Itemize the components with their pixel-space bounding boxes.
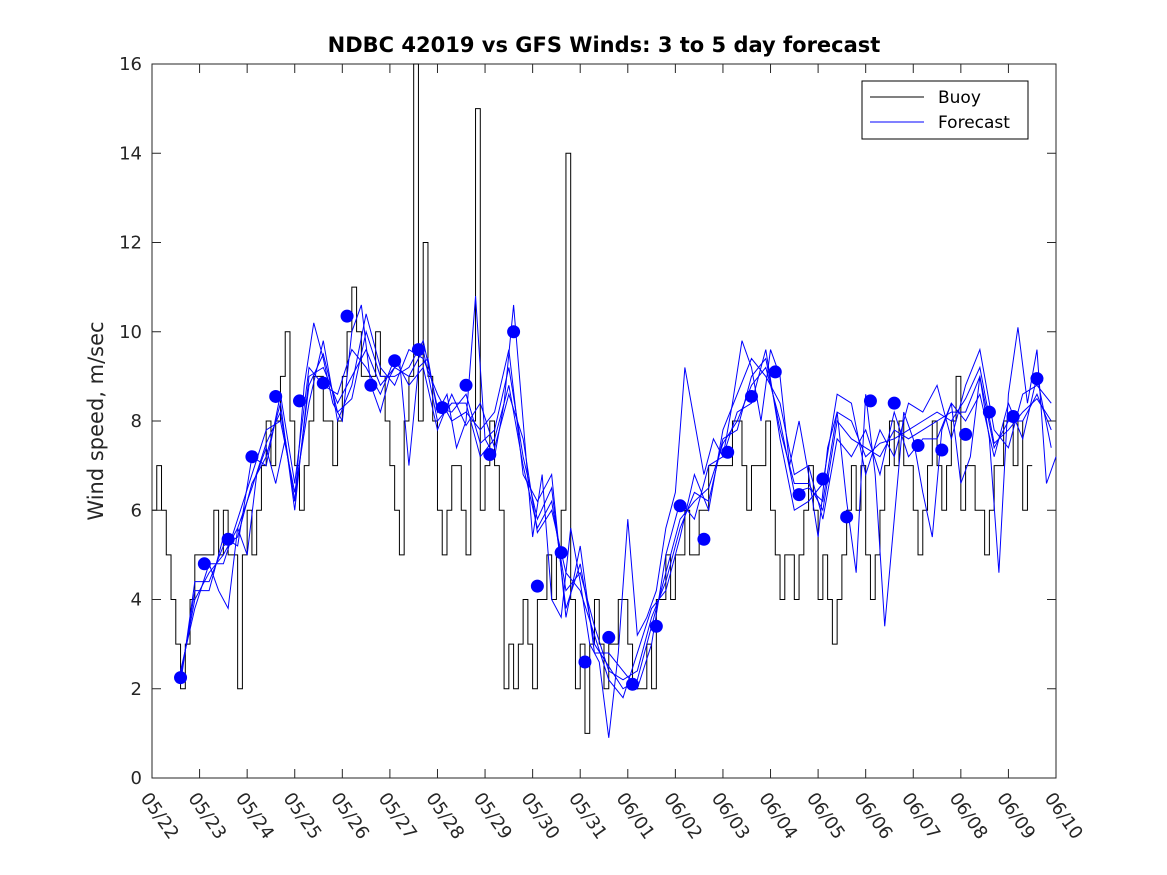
forecast-marker xyxy=(602,630,616,644)
forecast-marker xyxy=(1030,372,1044,386)
forecast-marker xyxy=(935,443,949,457)
x-tick-label: 05/22 xyxy=(136,789,183,844)
forecast-marker xyxy=(554,546,568,560)
forecast-marker xyxy=(197,557,211,571)
x-tick-label: 05/29 xyxy=(469,789,516,844)
forecast-marker xyxy=(578,655,592,669)
legend-label-forecast: Forecast xyxy=(938,113,1010,133)
y-tick-label: 10 xyxy=(119,322,142,343)
forecast-marker xyxy=(649,619,663,633)
x-tick-label: 06/09 xyxy=(992,789,1039,844)
x-tick-label: 06/10 xyxy=(1040,789,1087,844)
x-tick-label: 05/28 xyxy=(421,789,468,844)
chart-title: NDBC 42019 vs GFS Winds: 3 to 5 day fore… xyxy=(328,33,881,57)
forecast-marker xyxy=(887,396,901,410)
y-axis-label: Wind speed, m/sec xyxy=(84,321,108,520)
y-tick-label: 0 xyxy=(131,768,142,789)
x-tick-label: 05/23 xyxy=(183,789,230,844)
forecast-marker xyxy=(792,488,806,502)
forecast-marker xyxy=(982,405,996,419)
forecast-marker xyxy=(507,325,521,339)
forecast-marker xyxy=(340,309,354,323)
forecast-marker xyxy=(364,378,378,392)
forecast-marker xyxy=(768,365,782,379)
x-tick-label: 05/30 xyxy=(517,789,564,844)
series-line-buoy xyxy=(152,63,1033,734)
forecast-marker xyxy=(483,447,497,461)
forecast-marker xyxy=(959,427,973,441)
legend: Buoy Forecast xyxy=(861,80,1029,140)
forecast-marker xyxy=(269,389,283,403)
forecast-marker xyxy=(697,532,711,546)
y-tick-label: 14 xyxy=(119,143,142,164)
x-tick-label: 05/24 xyxy=(231,789,278,844)
forecast-marker xyxy=(435,401,449,415)
y-tick-label: 12 xyxy=(119,233,142,254)
forecast-marker xyxy=(816,472,830,486)
y-tick-label: 8 xyxy=(131,411,142,432)
x-tick-label: 06/06 xyxy=(850,789,897,844)
x-tick-label: 06/08 xyxy=(945,789,992,844)
legend-label-buoy: Buoy xyxy=(938,88,981,108)
marker-layer xyxy=(174,309,1044,691)
forecast-marker xyxy=(721,445,735,459)
forecast-marker xyxy=(316,376,330,390)
forecast-marker xyxy=(245,450,259,464)
forecast-marker xyxy=(840,510,854,524)
legend-box xyxy=(861,80,1029,140)
forecast-marker xyxy=(863,394,877,408)
y-tick-label: 6 xyxy=(131,500,142,521)
x-tick-label: 05/31 xyxy=(564,789,611,844)
forecast-marker xyxy=(626,677,640,691)
x-tick-label: 06/07 xyxy=(897,789,944,844)
forecast-marker xyxy=(411,343,425,357)
y-tick-label: 4 xyxy=(131,590,142,611)
forecast-marker xyxy=(530,579,544,593)
x-tick-label: 05/25 xyxy=(279,789,326,844)
y-tick-label: 2 xyxy=(131,679,142,700)
forecast-marker xyxy=(673,499,687,513)
x-tick-label: 06/01 xyxy=(612,789,659,844)
y-tick-label: 16 xyxy=(119,54,142,75)
forecast-marker xyxy=(292,394,306,408)
x-tick-label: 06/04 xyxy=(754,789,801,844)
forecast-marker xyxy=(388,354,402,368)
series-line-forecast-3 xyxy=(180,313,1052,690)
forecast-marker xyxy=(1006,410,1020,424)
x-tick-label: 05/26 xyxy=(326,789,373,844)
forecast-marker xyxy=(174,671,188,685)
x-tick-label: 06/03 xyxy=(707,789,754,844)
forecast-marker xyxy=(221,532,235,546)
forecast-marker xyxy=(744,389,758,403)
x-tick-label: 06/02 xyxy=(659,789,706,844)
forecast-marker xyxy=(911,439,925,453)
x-tick-label: 05/27 xyxy=(374,789,421,844)
forecast-marker xyxy=(459,378,473,392)
x-tick-label: 06/05 xyxy=(802,789,849,844)
